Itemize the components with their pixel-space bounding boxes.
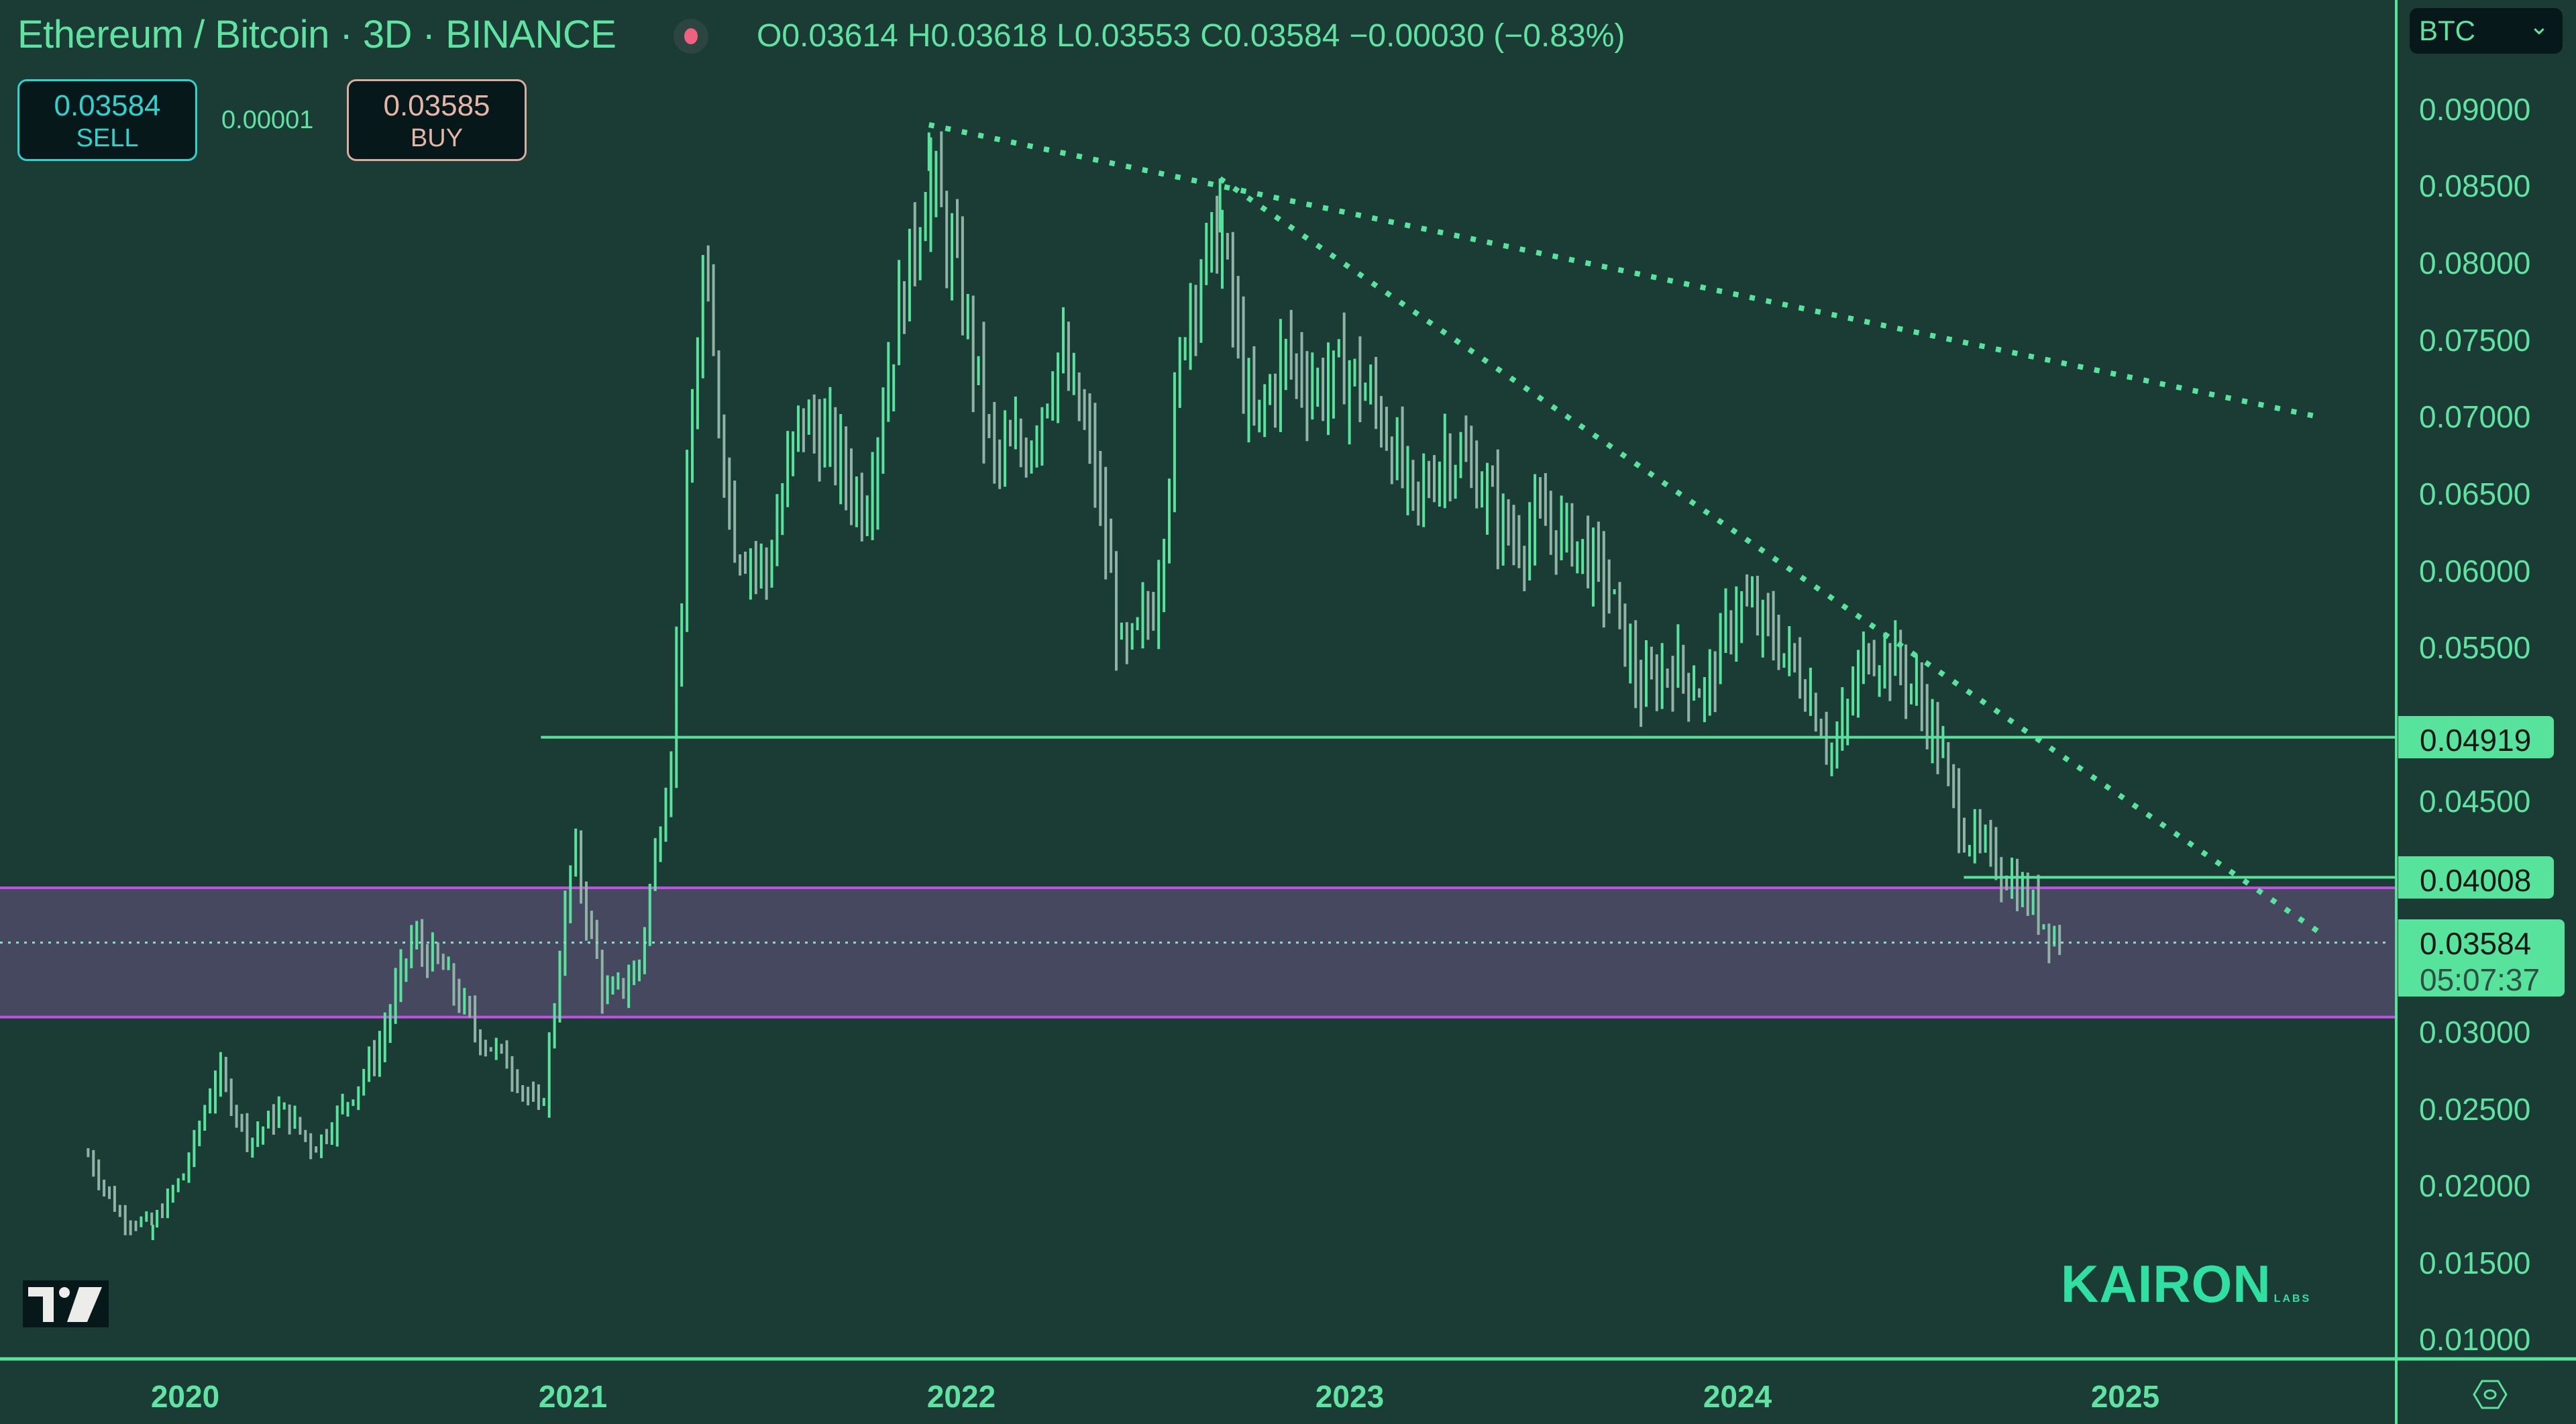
price-tick: 0.08000 [2419, 246, 2531, 281]
price-tick: 0.08500 [2419, 168, 2531, 203]
buy-label: BUY [410, 124, 464, 152]
price-tick: 0.05500 [2419, 630, 2531, 665]
ohlc-low: L0.03553 [1057, 18, 1191, 54]
last-price-tag: 0.03584 05:07:37 [2398, 919, 2565, 997]
price-tick: 0.06000 [2419, 554, 2531, 589]
brand-sub: LABS [2273, 1293, 2312, 1305]
buy-price: 0.03585 [383, 89, 490, 122]
settings-gear-icon[interactable] [2471, 1376, 2509, 1413]
price-bars [87, 131, 2061, 1240]
market-status-dot-icon [674, 19, 708, 54]
price-tick: 0.07000 [2419, 399, 2531, 434]
time-tick: 2020 [150, 1379, 220, 1414]
currency-select-value: BTC [2419, 15, 2475, 46]
time-tick: 2023 [1315, 1379, 1385, 1414]
tradingview-logo-icon[interactable] [23, 1280, 109, 1327]
price-tick: 0.02000 [2419, 1168, 2531, 1203]
price-tick: 0.09000 [2419, 92, 2531, 127]
level-tag-lower[interactable]: 0.04008 [2398, 856, 2554, 899]
drawing-overlays[interactable] [0, 122, 2396, 944]
sell-label: SELL [76, 124, 139, 152]
kairon-labs-watermark: KAIRON LABS [2061, 1254, 2311, 1315]
time-tick: 2025 [2090, 1379, 2160, 1414]
dotted-trendline[interactable] [928, 122, 2320, 420]
spread-value: 0.00001 [221, 106, 314, 134]
price-tick: 0.07500 [2419, 323, 2531, 358]
currency-select[interactable]: BTC ⌄ [2410, 8, 2563, 54]
chevron-down-icon: ⌄ [2528, 12, 2549, 40]
sell-price: 0.03584 [54, 89, 161, 122]
bar-countdown: 05:07:37 [2420, 962, 2540, 997]
ohlc-legend: O0.03614 H0.03618 L0.03553 C0.03584 −0.00030… [757, 17, 1634, 54]
ohlc-high: H0.03618 [907, 18, 1048, 54]
price-tick: 0.02500 [2419, 1092, 2531, 1127]
time-tick: 2024 [1703, 1379, 1772, 1414]
support-zone[interactable] [0, 886, 2396, 1019]
ohlc-open: O0.03614 [757, 18, 898, 54]
symbol-title[interactable]: Ethereum / Bitcoin · 3D · BINANCE [17, 13, 616, 56]
price-tick: 0.01000 [2419, 1322, 2531, 1357]
ohlc-change: −0.00030 (−0.83%) [1349, 18, 1625, 54]
ohlc-close: C0.03584 [1200, 18, 1340, 54]
time-tick: 2021 [538, 1379, 608, 1414]
dotted-trendline[interactable] [1218, 176, 2322, 935]
price-tick: 0.03000 [2419, 1015, 2531, 1050]
price-tick: 0.04500 [2419, 784, 2531, 819]
buy-button[interactable]: 0.03585 BUY [347, 79, 527, 161]
price-tick: 0.01500 [2419, 1245, 2531, 1280]
zone-fill[interactable] [0, 888, 2396, 1017]
sell-button[interactable]: 0.03584 SELL [17, 79, 197, 161]
brand-name: KAIRON [2061, 1254, 2271, 1313]
last-price-value: 0.03584 [2420, 926, 2532, 961]
time-tick: 2022 [926, 1379, 996, 1414]
level-tag-upper[interactable]: 0.04919 [2398, 716, 2554, 758]
price-tick: 0.06500 [2419, 476, 2531, 511]
